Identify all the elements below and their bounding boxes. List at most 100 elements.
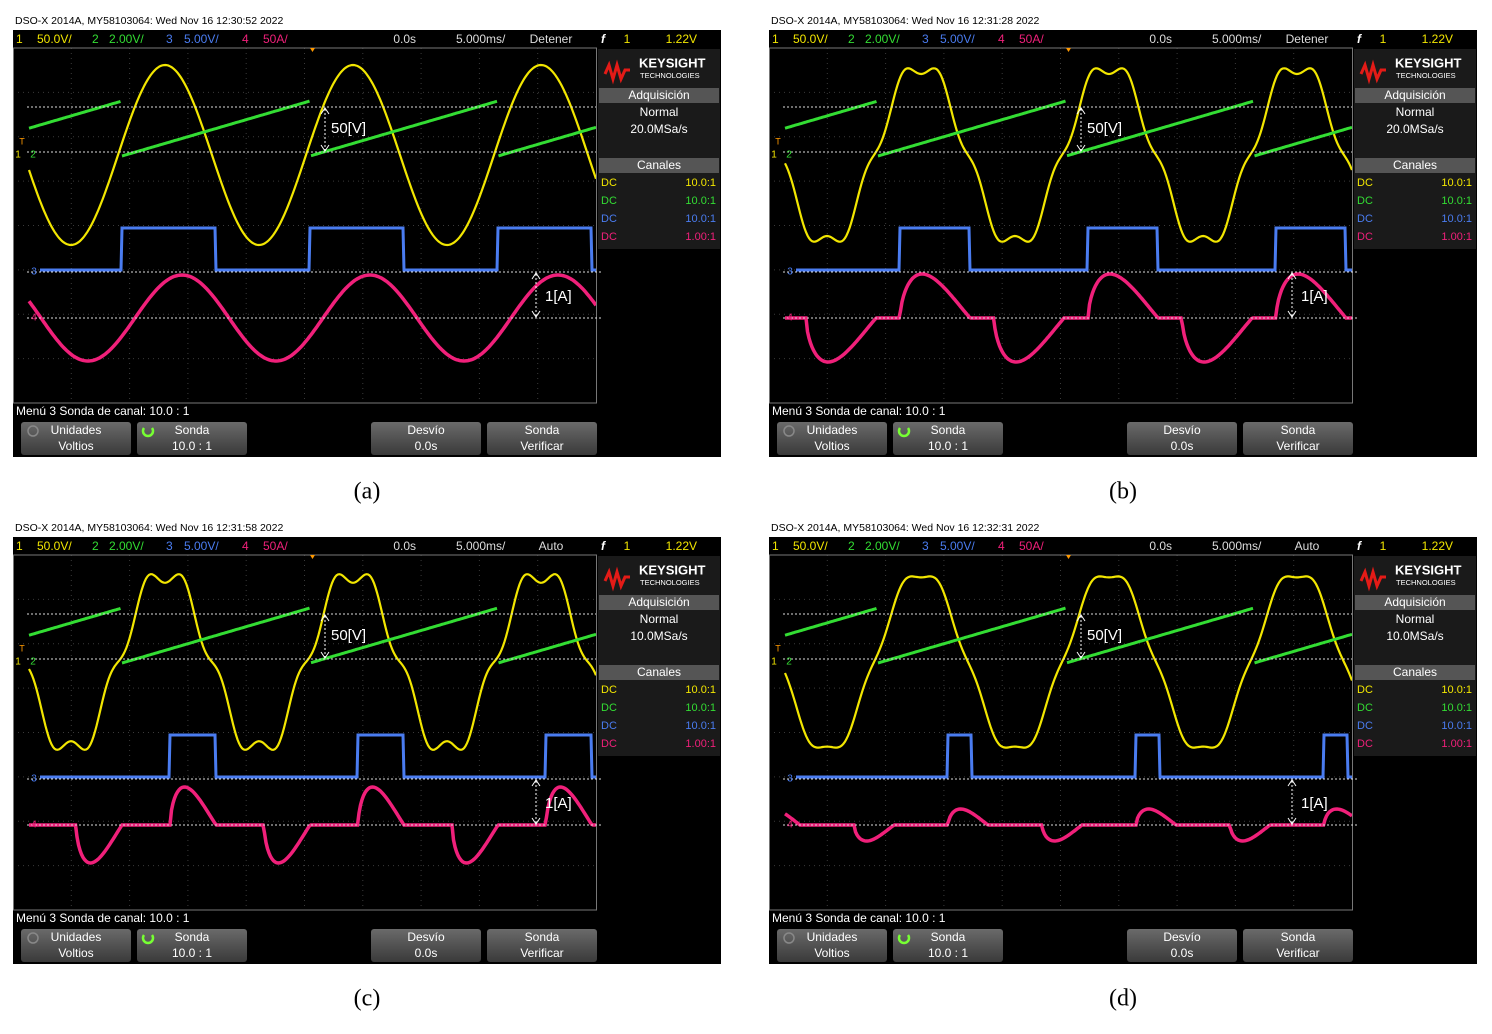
softkey[interactable]: [371, 929, 481, 962]
status-trig-level: 1.22V: [1422, 32, 1453, 46]
channel-coupling: DC: [1357, 231, 1373, 243]
trace-ch3: [796, 733, 1352, 779]
softkey[interactable]: [487, 422, 597, 455]
channel-coupling: DC: [601, 213, 617, 225]
status-trig: f: [601, 32, 606, 46]
channel-probe: 10.0:1: [685, 684, 716, 696]
header: DSO-X 2014A, MY58103064: Wed Nov 16 12:3…: [15, 15, 283, 27]
arrow-head: [320, 614, 330, 659]
trace-ch1: [27, 63, 596, 247]
status-text: 50A/: [263, 32, 288, 46]
status-text: 2.00V/: [109, 32, 144, 46]
status-text: 1: [772, 32, 779, 46]
softkey-value: 0.0s: [1171, 439, 1194, 453]
annotation: 50[V]: [1087, 627, 1122, 644]
channel-probe: 10.0:1: [1441, 195, 1472, 207]
status-text: 5.00V/: [940, 32, 975, 46]
trigger-marker: [1066, 48, 1071, 52]
status-text: 1: [772, 539, 779, 553]
annotation: 50[V]: [331, 627, 366, 644]
softkey-label: Sonda: [1281, 930, 1316, 944]
status-text: 50.0V/: [37, 539, 72, 553]
scope-panel: DSO-X 2014A, MY58103064: Wed Nov 16 12:3…: [13, 15, 721, 505]
softkey[interactable]: [21, 929, 131, 962]
annotation: 1[A]: [1301, 795, 1328, 812]
section-bar: [599, 158, 719, 173]
softkey-value: 10.0 : 1: [172, 946, 212, 960]
trace-ch3: [40, 733, 596, 779]
section-title: Canales: [637, 665, 681, 679]
softkey-value: Verificar: [1276, 439, 1319, 453]
menu-line: Menú 3 Sonda de canal: 10.0 : 1: [16, 404, 190, 418]
channel-coupling: DC: [1357, 177, 1373, 189]
status-mode: Detener: [1286, 32, 1329, 46]
softkey-icon: [27, 932, 39, 944]
caption: (a): [354, 479, 381, 505]
caption: (c): [354, 986, 381, 1012]
softkey-label: Sonda: [175, 423, 210, 437]
marker: 1: [15, 657, 21, 668]
softkey-value: 0.0s: [1171, 946, 1194, 960]
brand: KEYSIGHT: [639, 562, 706, 577]
channel-coupling: DC: [1357, 702, 1373, 714]
softkey-icon: [783, 932, 795, 944]
brand: KEYSIGHT: [1395, 562, 1462, 577]
scope-panel: DSO-X 2014A, MY58103064: Wed Nov 16 12:3…: [769, 15, 1477, 505]
channel-coupling: DC: [601, 231, 617, 243]
status-text: 2: [92, 539, 99, 553]
grid-border: [769, 47, 1353, 404]
channel-probe: 10.0:1: [1441, 177, 1472, 189]
softkey[interactable]: [777, 422, 887, 455]
trace-ch3: [796, 226, 1352, 272]
trace-ch4: [27, 273, 596, 363]
softkey[interactable]: [137, 422, 247, 455]
status-text: 5.00V/: [184, 539, 219, 553]
status-mode: Detener: [530, 32, 573, 46]
softkey[interactable]: [1127, 422, 1237, 455]
softkey[interactable]: [1243, 422, 1353, 455]
status-text: 3: [922, 539, 929, 553]
softkey[interactable]: [371, 422, 481, 455]
status-trig-source: 1: [624, 539, 631, 553]
softkey-value: Voltios: [58, 439, 93, 453]
softkey[interactable]: [21, 422, 131, 455]
softkey-value: 10.0 : 1: [928, 439, 968, 453]
status-text: 2: [848, 539, 855, 553]
softkey[interactable]: [893, 422, 1003, 455]
softkey-value: 10.0 : 1: [928, 946, 968, 960]
brand-sub: TECHNOLOGIES: [640, 71, 700, 80]
status-text: 1: [16, 32, 23, 46]
section-bar: [1355, 158, 1475, 173]
softkey[interactable]: [777, 929, 887, 962]
softkey-value: 0.0s: [415, 946, 438, 960]
status-trig-source: 1: [1380, 32, 1387, 46]
softkey[interactable]: [1127, 929, 1237, 962]
channel-probe: 1.00:1: [1441, 738, 1472, 750]
header: DSO-X 2014A, MY58103064: Wed Nov 16 12:3…: [771, 15, 1039, 27]
arrow-head: [1076, 614, 1086, 659]
channel-probe: 1.00:1: [685, 738, 716, 750]
softkey-value: 0.0s: [415, 439, 438, 453]
softkey-icon: [783, 425, 795, 437]
softkey[interactable]: [893, 929, 1003, 962]
arrow-head: [1076, 107, 1086, 152]
softkey-icon: [897, 934, 911, 945]
softkey[interactable]: [137, 929, 247, 962]
softkey[interactable]: [487, 929, 597, 962]
section-bar: [599, 88, 719, 103]
annotation: 50[V]: [1087, 120, 1122, 137]
grid-border: [13, 554, 597, 911]
softkey-label: Sonda: [525, 930, 560, 944]
status-trig-source: 1: [624, 32, 631, 46]
trace-ch4: [784, 807, 1352, 843]
softkey-label: Sonda: [1281, 423, 1316, 437]
marker: 4: [787, 820, 793, 831]
acq-mode: Normal: [640, 105, 679, 119]
status-text: 2.00V/: [109, 539, 144, 553]
trigger-marker: [1066, 555, 1071, 559]
channel-probe: 10.0:1: [685, 177, 716, 189]
softkey[interactable]: [1243, 929, 1353, 962]
status-mode: Auto: [539, 539, 564, 553]
status-trig: f: [1357, 32, 1362, 46]
status-text: 50.0V/: [37, 32, 72, 46]
